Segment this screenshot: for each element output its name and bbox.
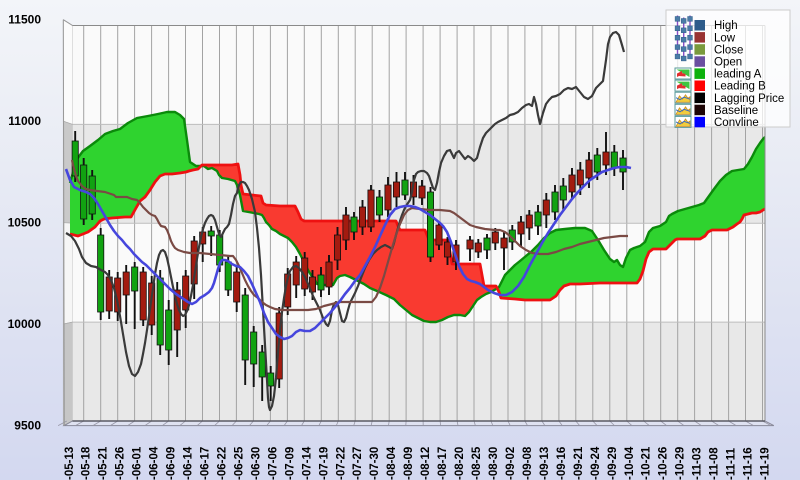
svg-text:-07-27: -07-27 (352, 447, 364, 480)
svg-text:-10-04: -10-04 (624, 446, 636, 480)
svg-text:-11-11: -11-11 (726, 447, 738, 480)
svg-text:-10-29: -10-29 (675, 447, 687, 480)
svg-text:-08-17: -08-17 (437, 447, 449, 480)
svg-text:-09-13: -09-13 (539, 447, 551, 480)
svg-text:-08-04: -08-04 (386, 446, 398, 480)
svg-text:Convline: Convline (714, 117, 759, 129)
svg-text:-08-25: -08-25 (471, 446, 483, 480)
svg-text:-09-16: -09-16 (556, 447, 568, 480)
svg-text:11000: 11000 (8, 114, 41, 128)
svg-text:-08-12: -08-12 (420, 447, 432, 480)
svg-text:-06-09: -06-09 (166, 447, 178, 480)
svg-text:-06-25: -06-25 (233, 446, 245, 480)
svg-text:-05-18: -05-18 (81, 446, 93, 480)
svg-text:-07-30: -07-30 (369, 447, 381, 480)
svg-text:10000: 10000 (8, 317, 42, 331)
svg-text:-11-19: -11-19 (760, 447, 772, 480)
svg-text:11500: 11500 (8, 13, 41, 27)
svg-text:10500: 10500 (8, 216, 42, 230)
svg-text:High: High (714, 20, 738, 32)
svg-text:-11-16: -11-16 (743, 447, 755, 480)
svg-text:Lagging Price: Lagging Price (714, 93, 784, 105)
svg-text:Leading B: Leading B (714, 81, 766, 93)
svg-text:-06-17: -06-17 (200, 447, 212, 480)
svg-text:-07-14: -07-14 (301, 446, 313, 480)
svg-text:-07-19: -07-19 (318, 447, 330, 480)
svg-text:-11-03: -11-03 (692, 447, 704, 480)
svg-text:-07-06: -07-06 (267, 447, 279, 480)
svg-text:-05-26: -05-26 (115, 447, 127, 480)
svg-text:-10-21: -10-21 (641, 446, 653, 480)
svg-text:-06-01: -06-01 (132, 446, 144, 480)
svg-text:-09-08: -09-08 (522, 446, 534, 480)
svg-text:-07-22: -07-22 (335, 447, 347, 480)
svg-text:-11-08: -11-08 (709, 447, 721, 480)
svg-text:-06-22: -06-22 (217, 447, 229, 480)
svg-text:Close: Close (714, 44, 743, 56)
svg-text:-06-30: -06-30 (250, 447, 262, 480)
svg-text:-05-13: -05-13 (64, 447, 76, 480)
svg-text:-09-29: -09-29 (607, 447, 619, 480)
svg-text:-06-04: -06-04 (149, 446, 161, 480)
svg-text:Baseline: Baseline (714, 105, 758, 117)
svg-text:-08-09: -08-09 (403, 447, 415, 480)
svg-text:-08-20: -08-20 (454, 447, 466, 480)
svg-text:leading A: leading A (714, 69, 762, 81)
svg-text:-10-26: -10-26 (658, 447, 670, 480)
svg-text:-09-21: -09-21 (573, 446, 585, 480)
svg-text:-07-09: -07-09 (284, 447, 296, 480)
svg-text:9500: 9500 (14, 419, 41, 433)
svg-text:Low: Low (714, 32, 736, 44)
svg-text:-09-24: -09-24 (590, 446, 602, 480)
svg-text:Open: Open (714, 57, 742, 69)
svg-text:-09-02: -09-02 (505, 447, 517, 480)
svg-text:-08-30: -08-30 (488, 447, 500, 480)
svg-text:-06-14: -06-14 (183, 446, 195, 480)
svg-text:-05-21: -05-21 (98, 446, 110, 480)
